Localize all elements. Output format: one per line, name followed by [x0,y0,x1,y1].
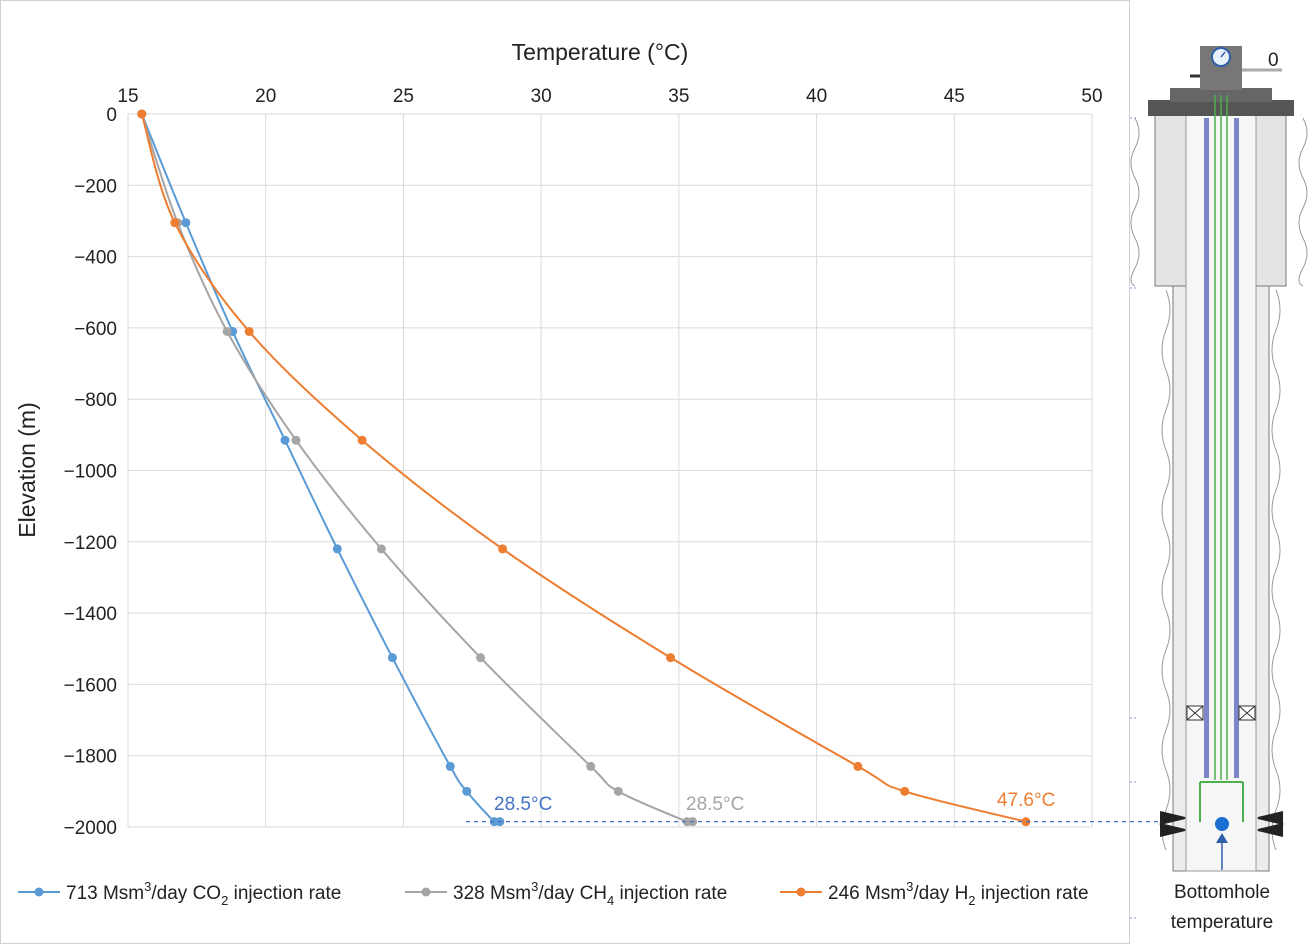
y-axis-title: Elevation (m) [14,402,40,537]
x-tick-label: 25 [393,86,414,107]
data-point [222,326,232,336]
formation-right-upper [1298,117,1308,287]
y-tick-label: −2000 [64,818,117,839]
end-label: 28.5°C [494,794,552,815]
series-0 [137,109,505,827]
y-tick-label: −600 [74,319,117,340]
data-point [853,761,863,771]
legend-item: 328 Msm3/day CH4 injection rate [405,879,727,908]
legend: 713 Msm3/day CO2 injection rate 328 Msm3/… [18,879,1089,908]
data-point [376,544,386,554]
legend-item: 713 Msm3/day CO2 injection rate [18,879,341,908]
data-point [170,218,180,228]
gauge-needle [1220,51,1226,58]
gauge-value: 0 [1268,50,1279,71]
series-line [140,113,501,825]
data-point [137,109,147,119]
y-tick-label: 0 [106,105,117,126]
legend-label: 246 Msm3/day H2 injection rate [828,879,1089,908]
data-point [280,435,290,445]
data-point [291,435,301,445]
data-point [462,786,472,796]
data-point [498,544,508,554]
legend-item: 246 Msm3/day H2 injection rate [780,879,1089,908]
data-point [181,218,191,228]
perforations-left [1159,811,1186,837]
x-axis-title: Temperature (°C) [512,39,689,65]
data-point [613,786,623,796]
data-point [244,326,254,336]
data-point [445,761,455,771]
legend-label: 713 Msm3/day CO2 injection rate [66,879,341,908]
legend-swatch-marker [421,887,431,897]
y-tick-label: −1800 [64,747,117,768]
x-tick-label: 20 [255,86,276,107]
y-tick-label: −400 [74,248,117,269]
y-tick-label: −1400 [64,604,117,625]
x-tick-label: 15 [117,86,138,107]
tubing-left [1204,118,1209,778]
data-point [1021,817,1031,827]
bottomhole-sensor-icon [1215,817,1229,831]
data-point [357,435,367,445]
legend-label: 328 Msm3/day CH4 injection rate [453,879,727,908]
data-point [332,544,342,554]
series-line [140,113,696,825]
well-label-line1: Bottomhole [1174,882,1270,903]
formation-left-lower [1161,289,1171,851]
flow-outlet-bracket [1199,781,1244,822]
y-tick-label: −1200 [64,533,117,554]
y-tick-label: −1000 [64,462,117,483]
legend-swatch-marker [34,887,44,897]
series-line [140,113,1027,823]
x-tick-label: 50 [1081,86,1102,107]
end-label: 28.5°C [686,794,744,815]
data-point [387,653,397,663]
series-2 [137,109,1031,827]
data-point [476,653,486,663]
chart-frame [0,0,1130,944]
tick-labels: 15 20 25 30 35 40 45 50 0 −200 −400 −600 −800 −1000 −1… [64,86,1103,839]
well-label-line2: temperature [1171,912,1273,933]
well-schematic: 0 Bottomhole temperature [1130,46,1308,933]
series-1 [137,109,698,827]
sensor-arrow-head [1216,833,1228,843]
perforations-right [1257,811,1284,837]
tubing-right [1234,118,1239,778]
y-tick-label: −200 [74,176,117,197]
x-tick-label: 30 [531,86,552,107]
data-point [586,761,596,771]
end-label: 47.6°C [997,790,1055,811]
annotations: 28.5°C 28.5°C 47.6°C [466,790,1215,823]
formation-left-upper [1130,117,1140,287]
x-tick-label: 35 [668,86,689,107]
x-tick-label: 40 [806,86,827,107]
series-layer [137,109,1031,827]
packer-left-x [1186,705,1204,721]
packer-right-x [1238,705,1256,721]
data-point [666,653,676,663]
data-point [900,786,910,796]
formation-right-lower [1271,289,1281,851]
y-tick-label: −800 [74,390,117,411]
legend-swatch-marker [796,887,806,897]
x-tick-label: 45 [944,86,965,107]
grid [127,113,1093,828]
y-tick-label: −1600 [64,675,117,696]
